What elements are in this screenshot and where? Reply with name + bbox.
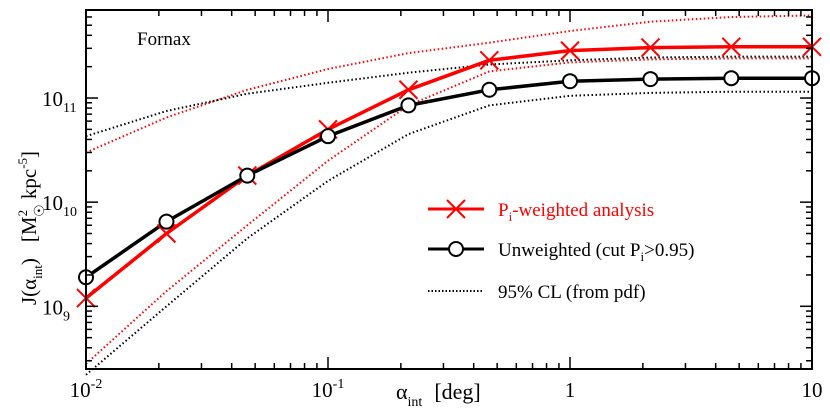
y-tick-label: 109 [42, 295, 70, 324]
band-p-weighted-upper [85, 14, 813, 154]
marker-weighted-8 [721, 37, 742, 57]
x-axis-label-symbol: α [396, 379, 408, 404]
chart-title: Fornax [137, 29, 191, 50]
legend-weighted-rest: -weighted analysis [512, 200, 654, 221]
marker-weighted-4 [398, 80, 419, 100]
marker-weighted-6 [560, 40, 580, 61]
x-tick-label: 1 [565, 378, 576, 402]
y-axis-label-unit-open: [M [17, 216, 41, 242]
marker-unweighted-5 [481, 81, 498, 98]
y-axis-label: J(αint) [M2 ☉ kpc-5] [15, 151, 48, 305]
plot-frame [85, 9, 813, 370]
marker-unweighted-1 [158, 213, 175, 230]
x-tick-label: 10 [802, 378, 823, 402]
legend-unweighted-sub: i [640, 249, 644, 264]
marker-unweighted-6 [562, 73, 578, 90]
axis-ticks [85, 9, 813, 369]
solar-mass-icon: ☉ [33, 204, 48, 217]
legend-unweighted-name: Unweighted (cut P [498, 240, 640, 261]
y-tick-label: 1011 [42, 87, 76, 116]
x-axis-label-unit: [deg] [434, 379, 480, 404]
y-axis-label-main: J(α [17, 279, 41, 305]
legend-label-cl: 95% CL (from pdf) [498, 282, 646, 303]
marker-unweighted-8 [723, 70, 740, 87]
legend-label-weighted: Pi-weighted analysis [498, 200, 654, 224]
legend-x-marker-icon [446, 199, 466, 219]
marker-unweighted-2 [239, 167, 256, 184]
y-axis-label-unit-mid: kpc [17, 169, 41, 205]
legend: Pi-weighted analysis Unweighted (cut Pi>… [428, 199, 694, 303]
confidence-bands [85, 14, 813, 376]
x-axis-label: αint [deg] [396, 379, 481, 410]
band-unweighted-lower [85, 90, 812, 376]
series-line-weighted [84, 45, 812, 300]
marker-unweighted-3 [320, 128, 336, 145]
y-axis-label-close: ) [17, 258, 41, 265]
legend-weighted-sub: i [509, 209, 513, 224]
data-series [84, 45, 812, 300]
y-axis-label-unit-close: ] [17, 151, 41, 158]
marker-unweighted-4 [400, 97, 417, 114]
axis-tick-labels: 10-2 10-1 1 10 109 1010 1011 [42, 87, 823, 402]
marker-weighted-5 [479, 50, 500, 71]
legend-label-unweighted: Unweighted (cut Pi>0.95) [498, 240, 694, 264]
legend-item-cl: 95% CL (from pdf) [428, 282, 646, 303]
legend-item-weighted: Pi-weighted analysis [428, 199, 654, 224]
y-tick-label: 1010 [42, 191, 77, 220]
legend-circle-marker-icon [448, 241, 464, 257]
marker-weighted-1 [156, 223, 177, 244]
legend-unweighted-rest: >0.95) [644, 240, 694, 261]
y-axis-label-sub: int [30, 265, 45, 279]
band-p-weighted-lower [85, 57, 812, 365]
legend-weighted-name: P [498, 200, 509, 221]
x-axis-label-sub: int [408, 395, 423, 410]
y-axis-label-unit-sup2: -5 [15, 158, 30, 169]
y-axis-label-unit-sup: 2 [15, 210, 30, 217]
series-line-unweighted [85, 76, 812, 279]
marker-weighted-7 [640, 37, 661, 58]
x-tick-label: 10-2 [70, 377, 103, 402]
legend-item-unweighted: Unweighted (cut Pi>0.95) [428, 240, 694, 264]
band-unweighted-upper [85, 55, 812, 138]
marker-unweighted-7 [642, 71, 659, 88]
data-markers [76, 37, 822, 308]
x-tick-label: 10-1 [312, 377, 345, 402]
